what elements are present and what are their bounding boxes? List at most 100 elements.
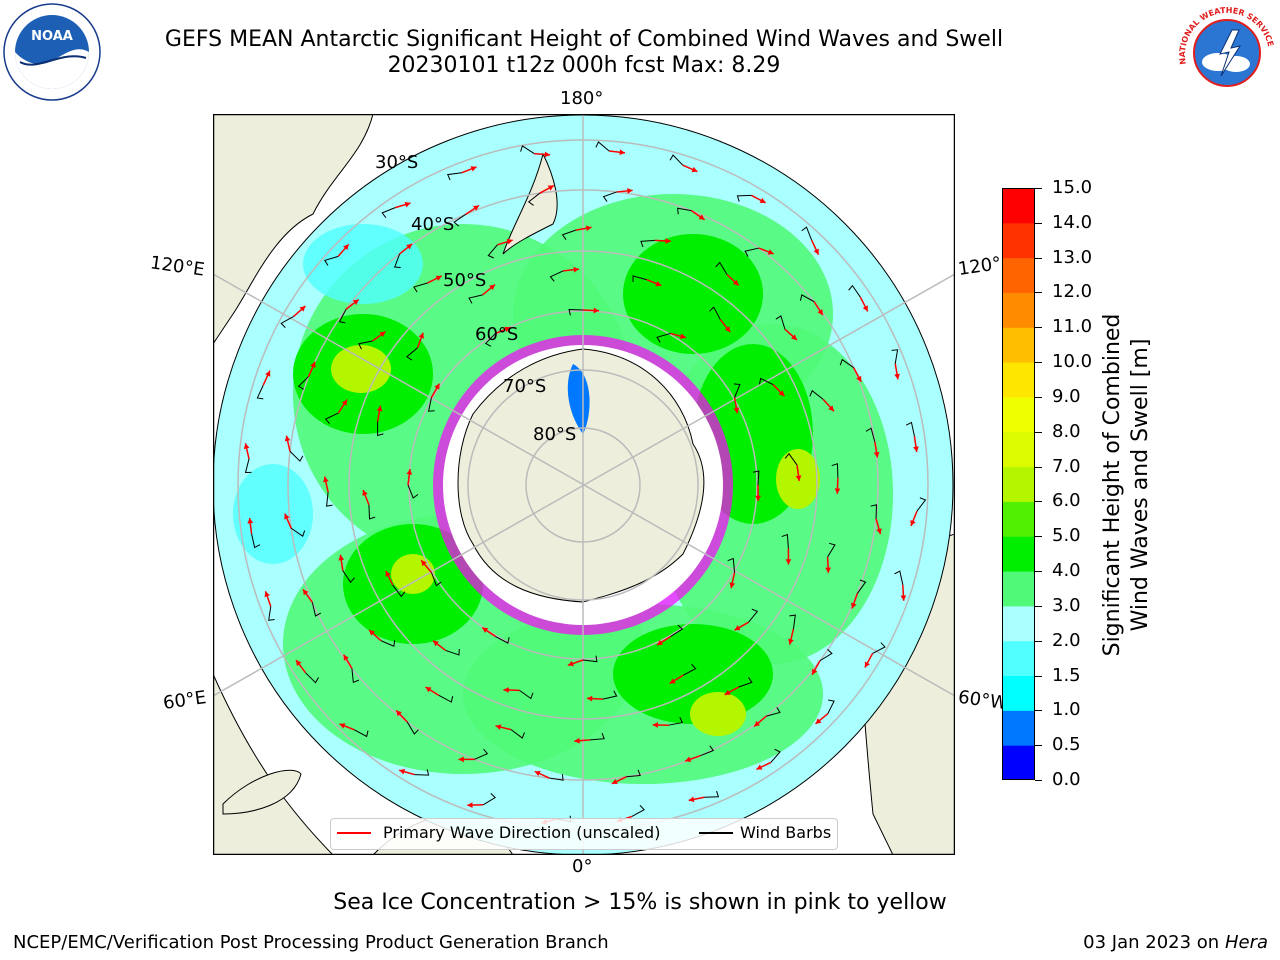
chart-subtitle: 20230101 t12z 000h fcst Max: 8.29 [387, 53, 781, 78]
colorbar-tickmark [1035, 431, 1042, 433]
wave-arrowhead [467, 802, 473, 809]
wind-barb [670, 624, 684, 637]
wave-arrowhead [369, 630, 375, 636]
wind-barb [809, 389, 824, 400]
wave-arrowhead [495, 724, 502, 730]
wave-arrowhead [817, 309, 823, 316]
colorbar-bin [1002, 605, 1035, 642]
wind-barb [326, 492, 333, 507]
wind-barb [770, 748, 781, 763]
wave-arrowhead [900, 595, 907, 601]
wave-arrowhead [547, 185, 554, 191]
lon-label-0: 0° [572, 856, 593, 877]
wind-barb [775, 315, 786, 330]
wave-arrowhead [851, 602, 857, 609]
wave-arrowhead [343, 654, 349, 661]
wave-arrowhead [688, 796, 695, 803]
colorbar-tick-label: 8.0 [1052, 420, 1081, 442]
colorbar-tickmark [1035, 640, 1042, 642]
wind-barb [656, 332, 671, 343]
wind-barb [736, 194, 752, 202]
nws-logo: NATIONAL WEATHER SERVICE [1178, 4, 1276, 102]
lon-label-60e: 60°E [161, 687, 208, 714]
wave-arrowhead [828, 405, 834, 412]
colorbar-tickmark [1035, 745, 1042, 747]
wave-arrowhead [341, 399, 348, 406]
wave-arrowhead [734, 625, 741, 631]
wave-arrowhead [534, 770, 541, 777]
wind-barb [268, 606, 275, 621]
wind-barb [827, 542, 836, 558]
colorbar-tick-label: 3.0 [1052, 594, 1081, 616]
wind-barb [311, 602, 322, 617]
wind-barb [549, 270, 564, 282]
wind-barb [251, 533, 261, 549]
wind-barb [377, 421, 384, 437]
wind-barb [549, 774, 564, 781]
wind-barb [453, 213, 466, 227]
wave-arrowhead [352, 299, 359, 305]
wind-barb [744, 247, 759, 257]
wave-arrowhead [432, 640, 439, 647]
wave-arrowhead [724, 326, 731, 333]
wind-barb [413, 282, 428, 293]
wind-barb [789, 614, 796, 630]
wind-barb [784, 452, 798, 466]
wave-arrowhead [264, 591, 270, 598]
wind-barb [394, 253, 401, 269]
wave-arrowhead [834, 488, 841, 494]
wind-barb [632, 275, 647, 282]
lat-label-60s: 60°S [475, 324, 518, 345]
colorbar-tickmark [1035, 536, 1042, 538]
wind-barb [602, 191, 617, 202]
wind-barb [406, 721, 419, 735]
colorbar-tick-label: 2.0 [1052, 629, 1081, 651]
wave-direction-arrows [243, 141, 927, 825]
colorbar-bin [1002, 466, 1035, 502]
wave-arrowhead [544, 151, 551, 158]
wind-barb [381, 207, 396, 218]
wind-barb [438, 695, 454, 703]
colorbar-tickmark [1035, 188, 1042, 189]
wave-arrowhead [376, 405, 383, 412]
wave-arrowhead [825, 567, 831, 573]
wave-arrowhead [396, 710, 402, 717]
wave-arrowhead [685, 756, 692, 762]
wave-arrowhead [910, 519, 916, 526]
legend-wave-label: Primary Wave Direction (unscaled) [383, 823, 661, 842]
madagascar-land [222, 769, 302, 815]
wave-arrowhead [425, 686, 432, 693]
wind-barb [354, 729, 369, 738]
wave-arrowhead [698, 214, 705, 220]
wave-arrowhead [729, 582, 736, 589]
wave-arrowhead [813, 248, 819, 255]
wave-arrowhead [435, 275, 442, 281]
wind-barb [338, 309, 347, 324]
wave-arrowhead [652, 722, 658, 728]
wave-arrowhead [284, 435, 291, 442]
wave-arrowhead [243, 443, 250, 450]
wind-barb [519, 689, 534, 700]
wave-arrowhead [406, 243, 413, 250]
wind-barb [323, 255, 339, 266]
wind-barb [474, 748, 489, 760]
lat-label-40s: 40°S [411, 214, 454, 235]
sea-ice-note: Sea Ice Concentration > 15% is shown in … [333, 890, 947, 915]
colorbar-tickmark [1035, 257, 1042, 259]
wind-barb [738, 677, 753, 688]
wind-barb [894, 570, 904, 585]
australia-land [213, 114, 374, 345]
wind-barb [324, 412, 339, 424]
wind-barb [626, 769, 641, 778]
wind-barb [727, 557, 736, 573]
wind-barb [595, 141, 610, 152]
wind-barb [297, 376, 309, 390]
colorbar-tick-label: 13.0 [1052, 246, 1093, 268]
colorbar-tick-label: 14.0 [1052, 211, 1093, 233]
wave-arrowhead [611, 778, 618, 785]
wave-arrowhead [343, 244, 349, 251]
colorbar-label-line1: Significant Height of Combined [1100, 313, 1125, 657]
wave-arrowhead [665, 238, 671, 244]
wave-arrowhead [856, 375, 862, 382]
wind-barb [568, 309, 584, 316]
